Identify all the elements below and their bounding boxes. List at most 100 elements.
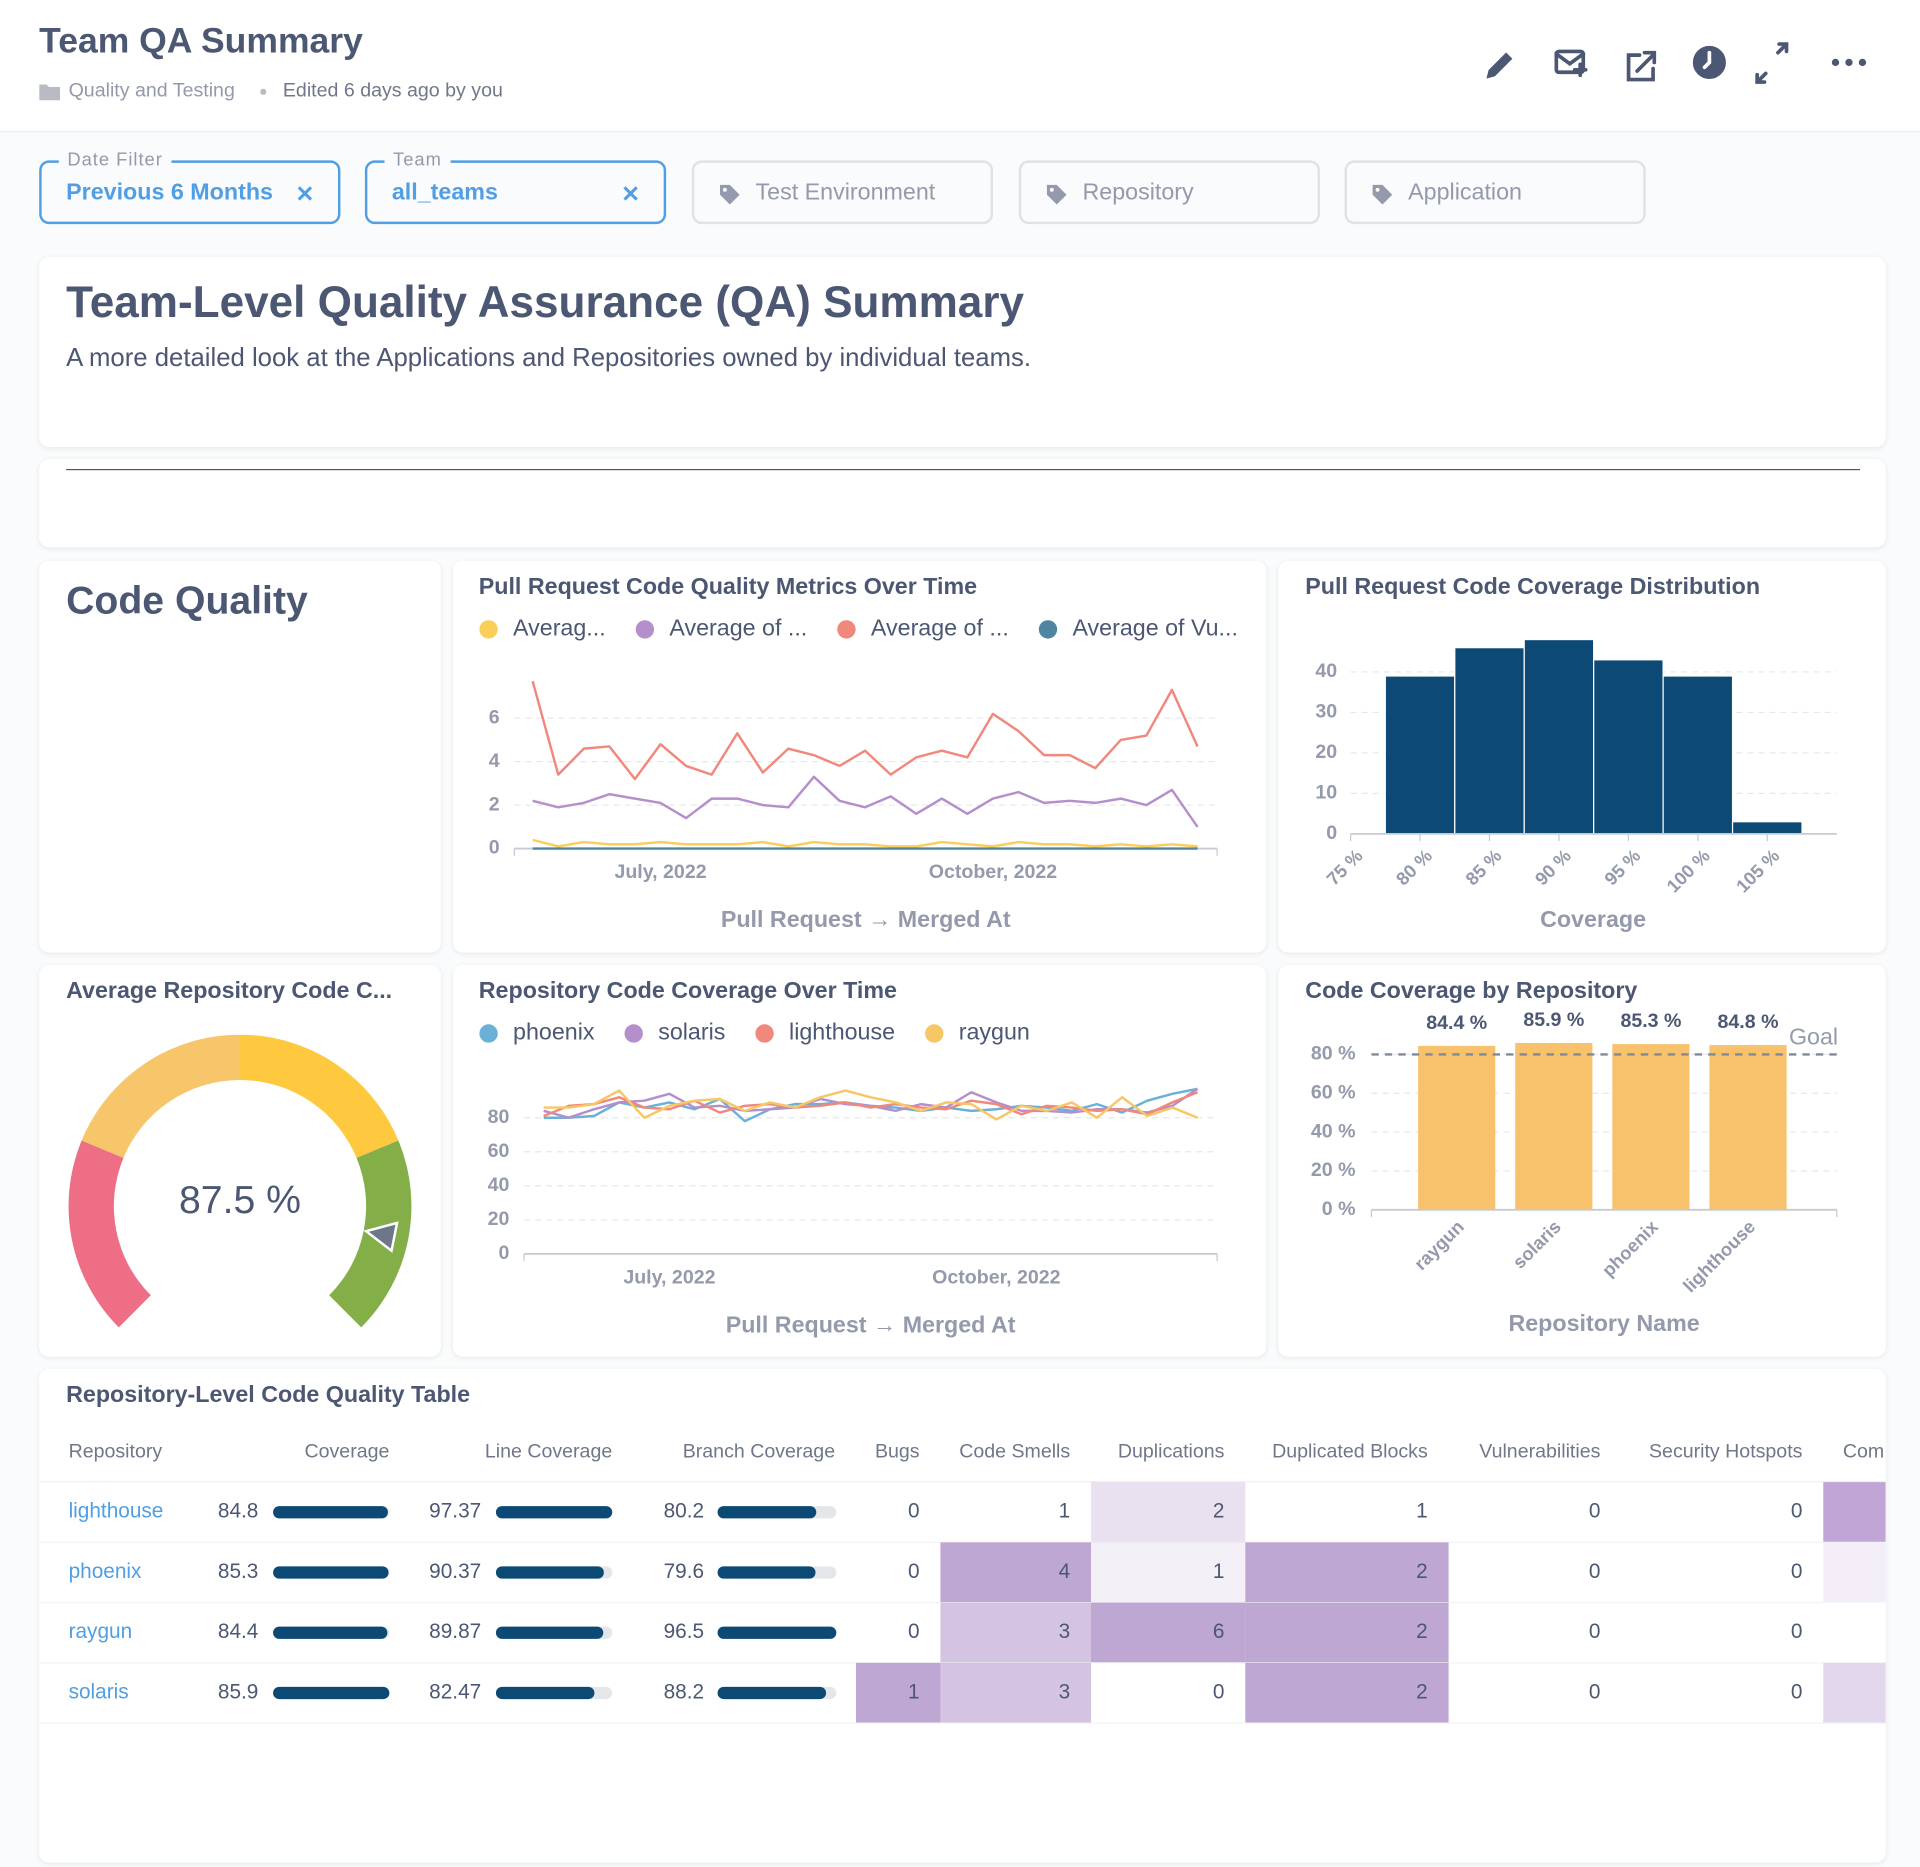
filter-label: Team — [384, 149, 451, 171]
column-header: Line Coverage — [485, 1440, 612, 1462]
x-tick-label: October, 2022 — [932, 1267, 1061, 1289]
table-cell: 1 — [1213, 1560, 1225, 1583]
edit-icon[interactable] — [1486, 52, 1513, 79]
heat-cell — [856, 1482, 940, 1542]
y-tick-label: 0 — [489, 837, 500, 859]
bar-chart: Code Coverage by Repository 0 % 20 % 40 % 60… — [1305, 977, 1838, 1336]
column-header: Security Hotspots — [1649, 1440, 1803, 1462]
table-cell: 0 — [1589, 1500, 1601, 1523]
repository-link[interactable]: raygun — [69, 1620, 133, 1643]
goal-label: Goal — [1789, 1024, 1838, 1050]
y-tick-label: 0 — [498, 1242, 509, 1264]
legend-dot — [925, 1024, 944, 1043]
environment-filter[interactable]: Test Environment — [691, 160, 994, 225]
table-cell: 97.37 — [429, 1500, 481, 1523]
legend-label: lighthouse — [789, 1019, 895, 1045]
repository-link[interactable]: lighthouse — [69, 1500, 164, 1523]
legend-dot — [837, 620, 856, 639]
histogram-bar — [1523, 638, 1595, 835]
x-tick-label: lighthouse — [1679, 1216, 1759, 1296]
table-cell: 96.5 — [664, 1620, 704, 1643]
table-cell: 85.9 — [218, 1680, 258, 1703]
table-cell: 0 — [1589, 1680, 1601, 1703]
table-cell: 0 — [1791, 1620, 1803, 1643]
x-tick-label: October, 2022 — [929, 861, 1058, 883]
legend-dot — [479, 1024, 498, 1043]
column-header: Repository — [69, 1440, 163, 1462]
value-label: 85.9 % — [1523, 1009, 1584, 1031]
dashboard-title[interactable]: Team QA Summary — [39, 22, 363, 62]
y-tick-label: 20 % — [1311, 1159, 1356, 1181]
heat-cell — [856, 1603, 940, 1663]
fullscreen-icon[interactable] — [1755, 42, 1789, 84]
heat-cell — [940, 1602, 1092, 1663]
column-header: Bugs — [875, 1440, 920, 1462]
mini-bar — [717, 1626, 837, 1639]
value-label: 84.8 % — [1718, 1011, 1779, 1033]
chart-card: Pull Request Code Quality Metrics Over T… — [453, 560, 1267, 953]
date-filter[interactable]: Date Filter Previous 6 Months — [39, 149, 341, 225]
table-cell: 88.2 — [664, 1680, 704, 1703]
legend-dot — [635, 620, 655, 639]
divider — [66, 468, 1861, 471]
y-tick-label: 0 — [1326, 822, 1337, 844]
x-tick-label: 105 % — [1732, 845, 1784, 897]
repository-link[interactable]: solaris — [69, 1680, 129, 1703]
clear-filter[interactable] — [622, 180, 639, 207]
table-cell: 90.37 — [429, 1560, 481, 1583]
repository-link[interactable]: phoenix — [69, 1560, 142, 1583]
y-tick-label: 60 % — [1311, 1081, 1356, 1103]
x-tick-label: 75 % — [1322, 845, 1366, 889]
x-tick-label: July, 2022 — [614, 861, 706, 883]
table-cell: 89.87 — [429, 1620, 481, 1643]
intro-title: Team-Level Quality Assurance (QA) Summar… — [66, 276, 1024, 327]
x-tick-label: 90 % — [1531, 845, 1575, 889]
legend-dot — [755, 1024, 774, 1043]
series-line — [543, 1089, 1199, 1121]
table-cell: 0 — [1791, 1560, 1803, 1583]
clear-filter[interactable] — [296, 180, 313, 207]
edited-info[interactable]: Edited 6 days ago by you — [282, 80, 503, 102]
column-header: Branch Coverage — [683, 1440, 835, 1462]
table-cell: 1 — [1059, 1500, 1071, 1523]
header: Team QA Summary Quality and Testing Edit… — [0, 0, 1920, 133]
chart-title: Code Coverage by Repository — [1305, 977, 1637, 1003]
collection-link[interactable]: Quality and Testing — [68, 80, 235, 102]
section-title: Code Quality — [66, 577, 308, 623]
legend-label: solaris — [658, 1019, 725, 1045]
mini-bar — [495, 1626, 604, 1639]
team-filter[interactable]: Team all_teams — [364, 149, 667, 225]
subscribe-icon[interactable] — [1554, 49, 1588, 78]
table-cell: 2 — [1416, 1620, 1428, 1643]
more-icon[interactable] — [1831, 58, 1867, 67]
x-tick-label: 95 % — [1600, 845, 1644, 889]
filter-value: all_teams — [391, 180, 498, 206]
histogram-bar — [1593, 659, 1664, 835]
heat-cell — [1245, 1602, 1449, 1663]
heat-cell — [1245, 1542, 1449, 1603]
tag-icon — [1046, 184, 1067, 205]
table-cell: 2 — [1213, 1500, 1225, 1523]
y-tick-label: 40 — [488, 1174, 510, 1196]
truncated-cell — [1823, 1482, 1886, 1543]
column-header: Coverage — [304, 1440, 389, 1462]
auto-refresh-icon[interactable] — [1692, 45, 1726, 79]
filter-value: Previous 6 Months — [66, 180, 273, 206]
table-cell: 84.8 — [218, 1500, 258, 1523]
chart-title: Average Repository Code C... — [66, 977, 392, 1003]
table-card: Repository-Level Code Quality Table Repos… — [39, 1368, 1886, 1863]
y-tick-label: 40 % — [1311, 1120, 1356, 1142]
application-filter[interactable]: Application — [1344, 160, 1646, 225]
legend-label: raygun — [959, 1019, 1030, 1045]
table-title: Repository-Level Code Quality Table — [66, 1381, 470, 1407]
legend-label: phoenix — [513, 1019, 595, 1045]
column-header: Duplications — [1118, 1440, 1225, 1462]
chart-title: Pull Request Code Coverage Distribution — [1305, 573, 1760, 599]
folder-icon — [39, 84, 61, 101]
table-cell: 0 — [908, 1620, 920, 1643]
truncated-cell — [1823, 1662, 1886, 1724]
share-icon[interactable] — [1626, 50, 1657, 82]
heat-cell — [1091, 1602, 1246, 1663]
x-tick-label: phoenix — [1597, 1215, 1662, 1280]
repository-filter[interactable]: Repository — [1018, 160, 1321, 225]
